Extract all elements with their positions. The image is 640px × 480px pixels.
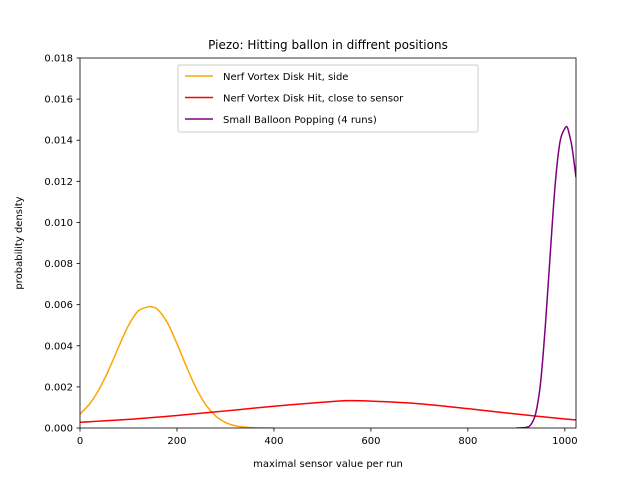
x-axis-label: maximal sensor value per run: [253, 459, 403, 470]
x-tick-label: 600: [361, 436, 380, 447]
y-axis-label: probability density: [14, 196, 25, 289]
x-tick-label: 1000: [552, 436, 577, 447]
x-axis: 0 200 400 600 800 1000: [77, 428, 578, 447]
y-tick-label: 0.002: [44, 382, 73, 393]
plot-frame: [79, 57, 577, 429]
chart-title: Piezo: Hitting ballon in diffrent positi…: [208, 38, 448, 52]
legend-entry: Small Balloon Popping (4 runs): [223, 115, 377, 126]
y-tick-label: 0.008: [44, 259, 73, 270]
y-tick-label: 0.016: [44, 95, 73, 106]
y-tick-label: 0.010: [44, 218, 73, 229]
plot-lines: [80, 125, 576, 428]
y-tick-label: 0.004: [44, 341, 73, 352]
series-line-0: [80, 305, 274, 428]
series-line-1: [80, 399, 576, 423]
y-tick-label: 0.014: [44, 136, 73, 147]
x-tick-label: 0: [77, 436, 83, 447]
legend-box: [177, 64, 479, 133]
legend: Nerf Vortex Disk Hit, side Nerf Vortex Di…: [177, 64, 479, 133]
y-tick-label: 0.000: [44, 424, 73, 435]
y-tick-label: 0.012: [44, 177, 73, 188]
y-axis: 0.000 0.002 0.004 0.006 0.008 0.010 0.012 0.014…: [44, 54, 80, 435]
series-line-2: [516, 125, 576, 428]
x-tick-label: 800: [458, 436, 477, 447]
x-tick-label: 200: [167, 436, 186, 447]
x-tick-label: 400: [264, 436, 283, 447]
legend-entry: Nerf Vortex Disk Hit, side: [223, 72, 348, 83]
y-tick-label: 0.006: [44, 300, 73, 311]
legend-entry: Nerf Vortex Disk Hit, close to sensor: [223, 94, 404, 105]
y-tick-label: 0.018: [44, 54, 73, 65]
